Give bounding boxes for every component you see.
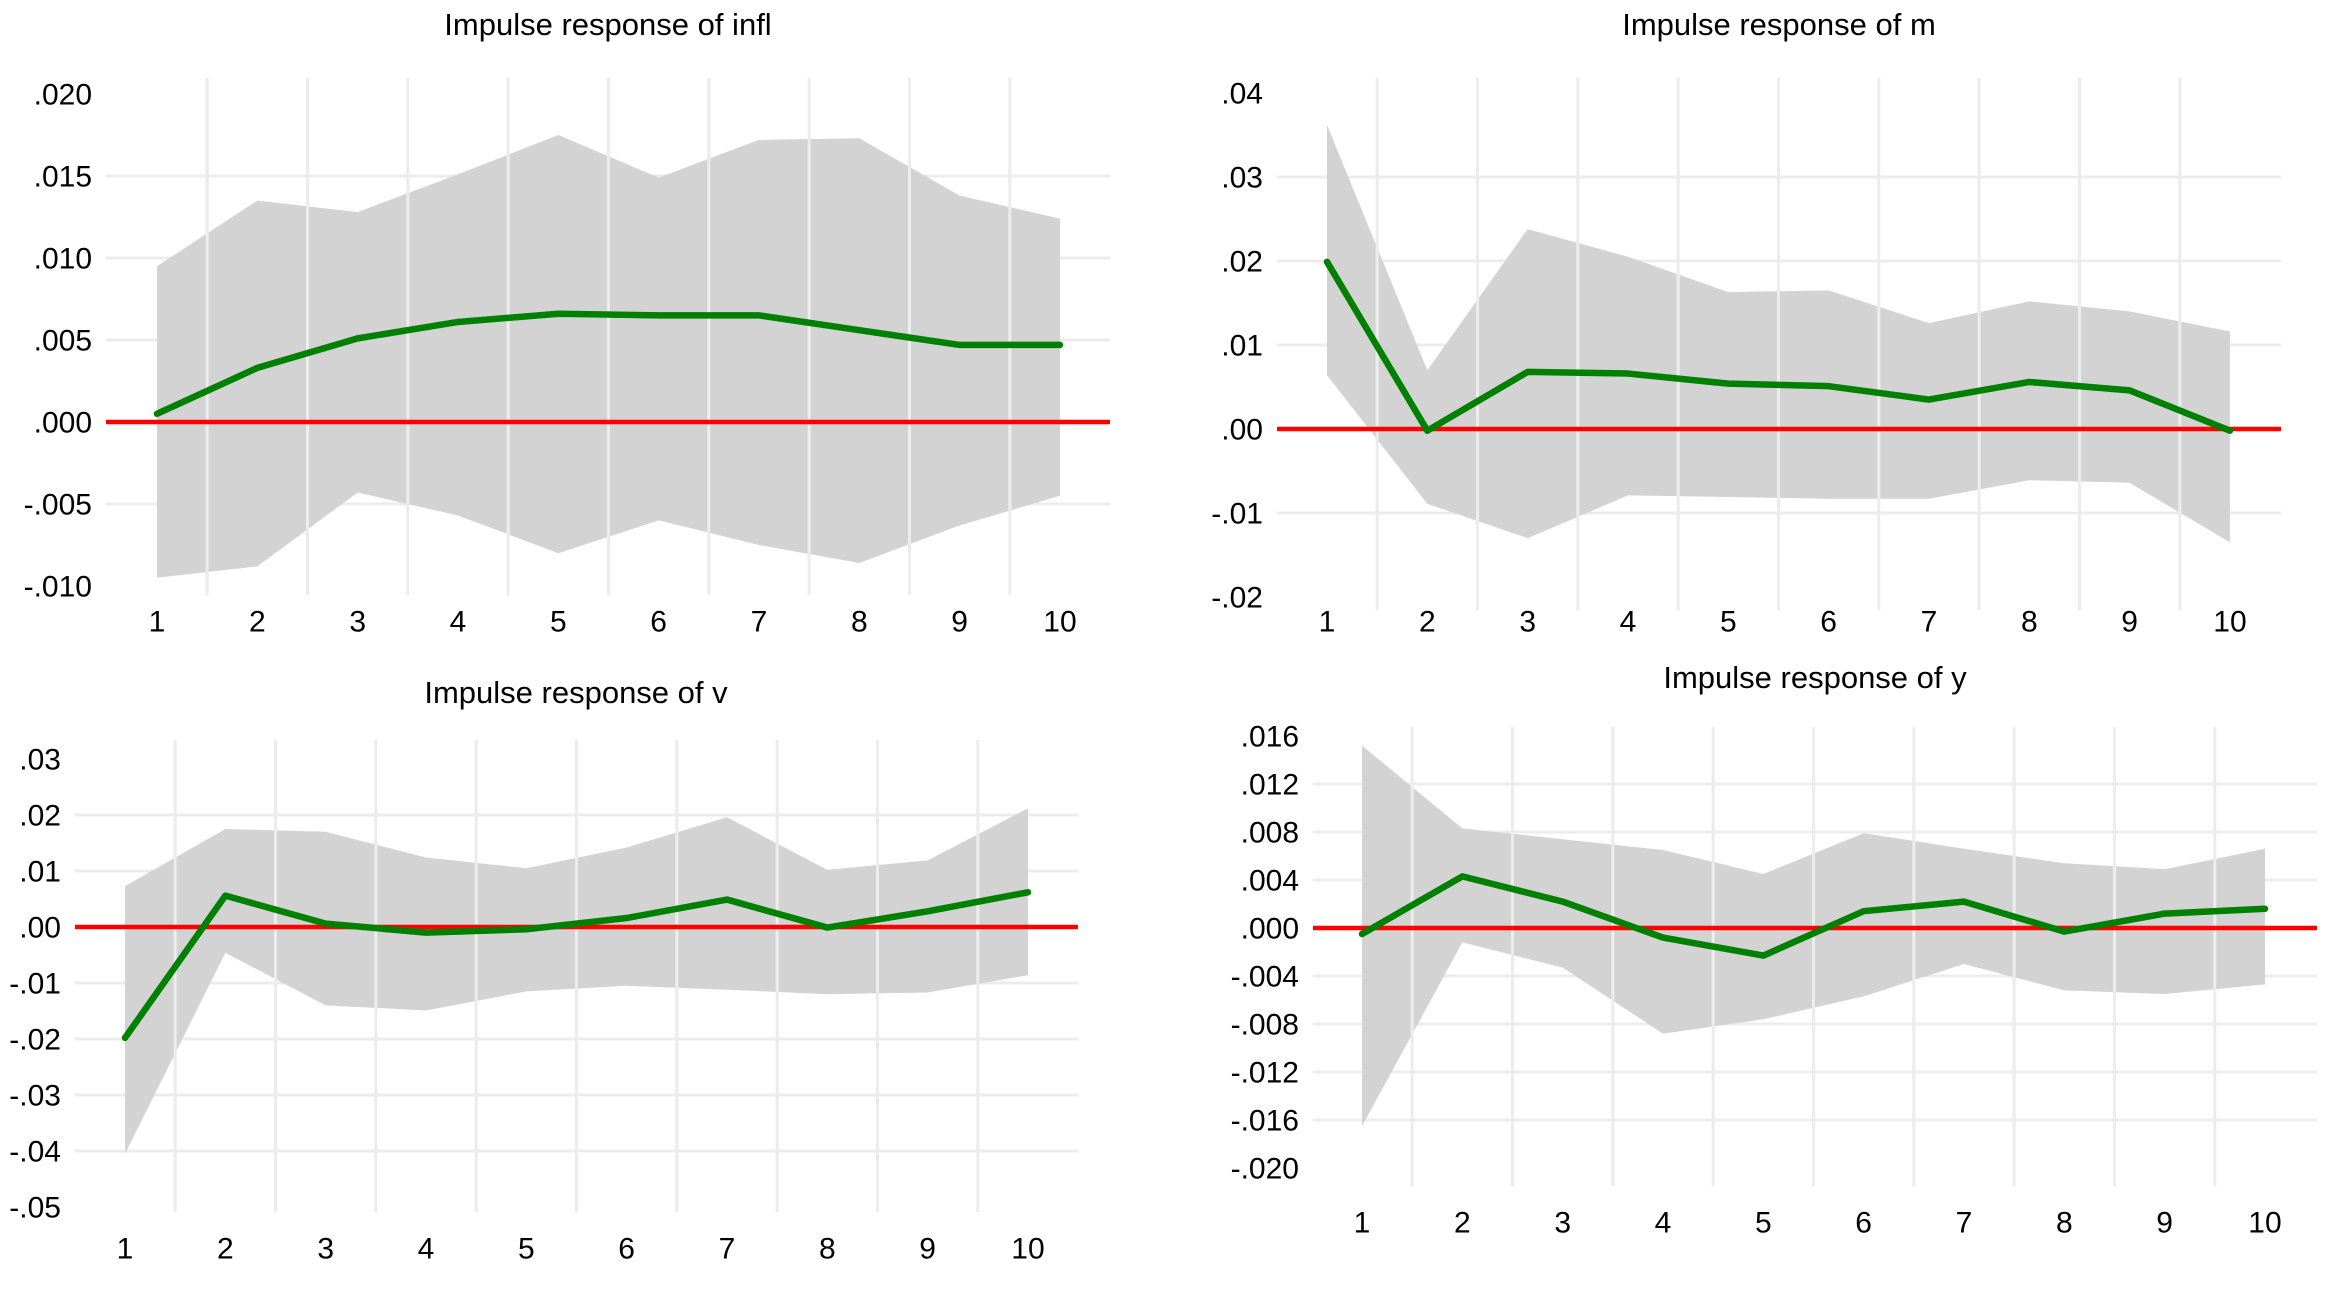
x-axis-tick-labels: 1 2 3 4 5 6 7 8 9 10 [1354,1207,2282,1240]
x-tick-label: 3 [349,606,366,639]
x-tick-label: 4 [450,606,467,639]
y-tick-label: .01 [1221,330,1263,363]
x-axis-tick-labels: 1 2 3 4 5 6 7 8 9 10 [149,606,1077,639]
y-tick-label: -.02 [1211,582,1263,615]
y-tick-label: .02 [19,800,61,833]
x-tick-label: 8 [2021,606,2038,639]
y-tick-label: .00 [19,912,61,945]
y-axis-tick-labels: .020 .015 .010 .005 .000 -.005 -.010 [24,79,92,604]
chart-title-m: Impulse response of m [1622,7,1936,42]
x-axis-tick-labels: 1 2 3 4 5 6 7 8 9 10 [117,1233,1045,1266]
x-tick-label: 7 [1921,606,1938,639]
y-tick-label: .020 [34,79,92,112]
x-tick-label: 4 [418,1233,435,1266]
y-tick-label: .01 [19,856,61,889]
y-tick-label: .004 [1241,865,1299,898]
y-tick-label: .000 [1241,913,1299,946]
y-tick-label: -.03 [9,1080,61,1113]
x-tick-label: 4 [1655,1207,1672,1240]
x-tick-label: 5 [1720,606,1737,639]
x-tick-label: 5 [518,1233,535,1266]
impulse-response-line [1323,258,2234,434]
y-tick-label: .000 [34,407,92,440]
y-tick-label: .00 [1221,414,1263,447]
y-tick-label: .03 [1221,162,1263,195]
y-tick-label: -.01 [9,968,61,1001]
panel-v: .03 .02 .01 .00 -.01 -.02 -.03 -.04 -.05 1 2 3 4 5 6 7 8… [9,740,1078,1266]
x-tick-label: 7 [1956,1207,1973,1240]
x-tick-label: 1 [1354,1207,1371,1240]
x-tick-label: 8 [819,1233,836,1266]
y-tick-label: -.005 [24,489,92,522]
y-tick-label: .008 [1241,817,1299,850]
impulse-response-line [1358,873,2269,959]
chart-title-v: Impulse response of v [424,675,728,710]
x-tick-label: 1 [149,606,166,639]
panel-m: .04 .03 .02 .01 .00 -.01 -.02 1 2 3 4 5 6 7 8 9 10 [1211,78,2281,639]
y-tick-label: -.01 [1211,498,1263,531]
chart-title-y: Impulse response of y [1663,660,1967,695]
x-tick-label: 8 [851,606,868,639]
y-axis-tick-labels: .016 .012 .008 .004 .000 -.004 -.008 -.012 -.016… [1231,721,1299,1186]
x-tick-label: 8 [2056,1207,2073,1240]
y-tick-label: -.012 [1231,1057,1299,1090]
y-tick-label: -.016 [1231,1105,1299,1138]
y-tick-label: -.004 [1231,961,1299,994]
x-tick-label: 6 [1855,1207,1872,1240]
x-tick-label: 5 [1755,1207,1772,1240]
y-tick-label: .010 [34,243,92,276]
y-tick-label: -.04 [9,1136,61,1169]
y-tick-label: -.02 [9,1024,61,1057]
x-tick-label: 6 [650,606,667,639]
chart-title-infl: Impulse response of infl [444,7,772,42]
y-tick-label: -.020 [1231,1153,1299,1186]
x-tick-label: 5 [550,606,567,639]
x-tick-label: 9 [2121,606,2138,639]
x-tick-label: 10 [2248,1207,2281,1240]
y-axis-tick-labels: .04 .03 .02 .01 .00 -.01 -.02 [1211,78,1263,615]
y-tick-label: .005 [34,325,92,358]
x-tick-label: 6 [618,1233,635,1266]
x-tick-label: 3 [317,1233,334,1266]
x-tick-label: 10 [1043,606,1076,639]
x-tick-label: 2 [1454,1207,1471,1240]
x-tick-label: 4 [1620,606,1637,639]
x-axis-tick-labels: 1 2 3 4 5 6 7 8 9 10 [1319,606,2247,639]
x-tick-label: 9 [951,606,968,639]
y-tick-label: .015 [34,161,92,194]
x-tick-label: 2 [217,1233,234,1266]
x-tick-label: 1 [1319,606,1336,639]
y-tick-label: .02 [1221,246,1263,279]
y-tick-label: -.05 [9,1192,61,1225]
x-tick-label: 2 [1419,606,1436,639]
y-tick-label: .016 [1241,721,1299,754]
y-tick-label: -.008 [1231,1009,1299,1042]
x-tick-label: 9 [2156,1207,2173,1240]
x-tick-label: 9 [919,1233,936,1266]
y-axis-tick-labels: .03 .02 .01 .00 -.01 -.02 -.03 -.04 -.05 [9,744,61,1225]
y-tick-label: -.010 [24,571,92,604]
x-tick-label: 7 [751,606,768,639]
x-tick-label: 10 [2213,606,2246,639]
x-tick-label: 3 [1554,1207,1571,1240]
x-tick-label: 1 [117,1233,134,1266]
y-tick-label: .03 [19,744,61,777]
x-tick-label: 3 [1519,606,1536,639]
impulse-response-line [121,889,1032,1042]
y-tick-label: .012 [1241,769,1299,802]
y-tick-label: .04 [1221,78,1263,111]
panel-y: .016 .012 .008 .004 .000 -.004 -.008 -.012 -.016… [1231,721,2317,1240]
x-tick-label: 10 [1011,1233,1044,1266]
x-tick-label: 2 [249,606,266,639]
x-tick-label: 6 [1820,606,1837,639]
impulse-response-line [153,310,1064,418]
x-tick-label: 7 [719,1233,736,1266]
